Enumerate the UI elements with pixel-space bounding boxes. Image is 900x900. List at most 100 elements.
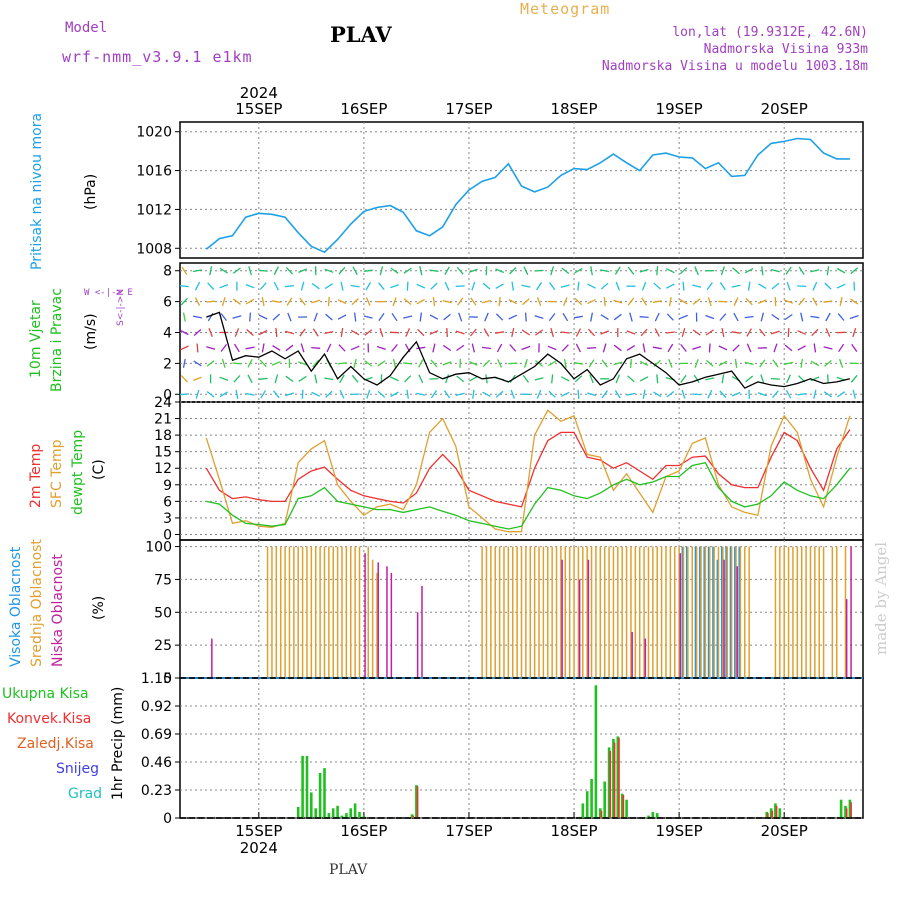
precip-total-bar	[612, 738, 615, 818]
model-label: Model	[65, 20, 108, 36]
wind-arrow	[587, 346, 597, 349]
y-tick-label: 0.92	[141, 699, 172, 715]
wind-arrow	[511, 281, 515, 291]
date-label-top: 16SEP	[340, 100, 387, 118]
precip-total-bar	[331, 808, 335, 818]
wind-arrow	[629, 312, 633, 322]
wind-arrow	[430, 282, 438, 290]
wind-arrow	[482, 359, 491, 368]
wind-arrow	[442, 361, 452, 366]
wind-arrow	[192, 315, 203, 319]
y-tick-label: 6	[163, 494, 172, 510]
y-tick-label: 2	[163, 356, 172, 372]
wind-arrow	[258, 314, 268, 320]
wind-arrow	[311, 299, 321, 304]
wind-arrow	[656, 374, 659, 384]
wind-arrow	[600, 282, 609, 290]
wind-arrow	[444, 281, 450, 291]
wind-arrow	[234, 328, 240, 337]
wind-arrow	[455, 392, 465, 397]
wind-arrow	[852, 389, 856, 399]
wind-arrow	[772, 359, 779, 368]
wind-arrow	[340, 281, 344, 291]
wind-arrow	[221, 358, 226, 368]
wind-arrow	[324, 330, 334, 335]
wind-arrow	[760, 312, 765, 322]
wind-arrow	[798, 297, 806, 306]
wind-arrow	[574, 267, 583, 274]
model-name: wrf-nmm_v3.9.1 e1km	[62, 48, 253, 66]
wind-arrow	[377, 360, 386, 367]
wind-arrow	[667, 343, 674, 353]
precip-conv-bar	[622, 794, 625, 818]
wind-arrow	[312, 359, 320, 368]
wind-arrow	[180, 375, 188, 383]
panel-frame	[179, 121, 864, 259]
precip-total-bar	[581, 803, 585, 818]
wind-arrow	[826, 266, 830, 276]
wind-arrow	[666, 283, 675, 289]
wind-arrow	[642, 389, 646, 399]
wind-arrow	[852, 328, 857, 337]
precip-total-bar	[594, 685, 598, 818]
wind-arrow	[245, 298, 255, 305]
wind-arrow	[812, 297, 818, 306]
precip-conv-bar	[850, 802, 852, 818]
precip-total-bar	[362, 815, 366, 818]
wind-arrow	[376, 345, 386, 351]
wind-arrow	[206, 346, 216, 350]
y-tick-label: 9	[163, 478, 172, 494]
wind-arrow	[258, 269, 268, 272]
wind-arrow	[732, 344, 740, 352]
wind-arrow	[390, 376, 399, 382]
y-tick-label: 75	[154, 572, 172, 588]
wind-arrow	[550, 266, 555, 276]
wind-arrow	[300, 343, 305, 353]
wind-arrow	[179, 393, 189, 396]
precip-total-bar	[647, 815, 650, 818]
wind-arrow	[350, 284, 360, 288]
wind-arrow	[548, 313, 556, 321]
wind-arrow	[770, 377, 780, 380]
wind-arrow	[692, 284, 702, 288]
wind-arrow	[589, 374, 594, 384]
wind-arrow	[744, 361, 754, 366]
wind-arrow	[536, 389, 542, 399]
wind-arrow	[535, 329, 544, 336]
wind-arrow	[495, 268, 505, 274]
wind-arrow	[731, 391, 741, 397]
wind-arrow	[419, 266, 423, 276]
y-tick-label: 8	[163, 264, 172, 280]
y-tick-label: 0.69	[141, 727, 172, 743]
wind-arrow	[744, 268, 754, 274]
wind-arrow	[442, 299, 452, 304]
wind-arrow	[353, 358, 357, 368]
wind-arrow	[403, 362, 413, 365]
wind-arrow	[445, 374, 450, 384]
wind-arrow	[746, 328, 752, 337]
wind-arrow	[314, 374, 318, 384]
wind-arrow	[666, 390, 675, 398]
wind-arrow	[652, 300, 662, 304]
wind-arrow	[443, 390, 451, 399]
legend-snow: Snijeg	[56, 761, 100, 777]
wind-arrow	[232, 362, 242, 365]
temp-2m-line	[205, 429, 851, 508]
wind-arrow	[261, 343, 265, 353]
wind-arrow	[577, 281, 580, 291]
wind-arrow	[508, 314, 518, 320]
precip-total-bar	[848, 799, 852, 818]
wind-arrow	[772, 390, 779, 399]
wind-arrow	[300, 281, 305, 291]
wind-arrow	[192, 269, 203, 273]
wind-arrow	[219, 376, 229, 382]
wind-arrow	[220, 344, 228, 352]
wind-arrow	[587, 283, 596, 289]
wind-arrow	[850, 298, 859, 305]
footer-station: PLAV	[329, 862, 368, 878]
y-tick-label: 100	[145, 540, 172, 556]
wind-arrow	[337, 299, 347, 305]
wind-arrow	[245, 346, 255, 350]
wind-arrow	[232, 298, 241, 305]
wind-arrow	[523, 266, 529, 276]
